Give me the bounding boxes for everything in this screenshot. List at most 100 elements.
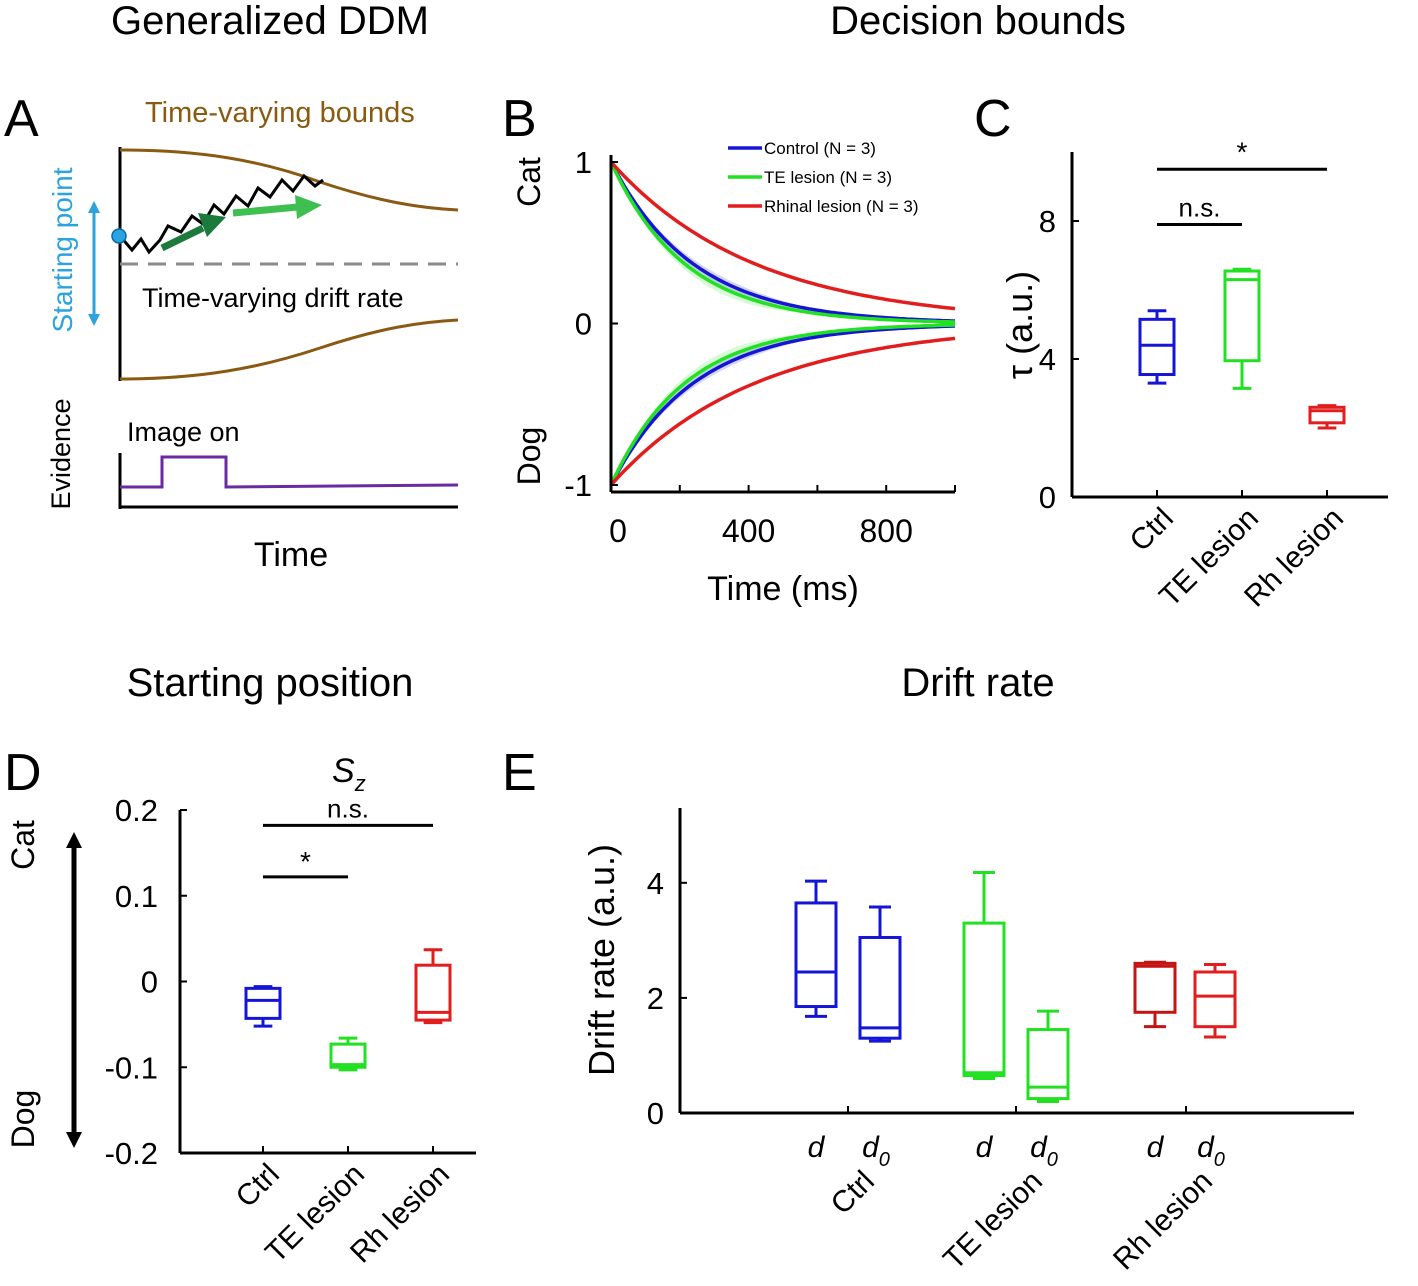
box-c-1 <box>1223 269 1261 363</box>
panel-d-ytick-label-0: -0.2 <box>105 1136 158 1171</box>
panel-e-param-label-3: d0 <box>1030 1131 1058 1171</box>
title-starting-position: Starting position <box>127 661 414 705</box>
panel-b-legend: Control (N = 3) TE lesion (N = 3) Rhinal l… <box>728 139 919 216</box>
panel-d-sig-label-0: n.s. <box>327 793 369 823</box>
image-on-label: Image on <box>127 417 240 447</box>
panel-d-ylabel-cat: Cat <box>5 820 41 870</box>
panel-c-ylabel: τ (a.u.) <box>999 271 1040 379</box>
panel-letter-b: B <box>502 90 537 148</box>
panel-d-ytick-label-2: 0 <box>141 965 158 1000</box>
panel-c-ytick-label-2: 8 <box>1039 204 1056 239</box>
box-c-0 <box>1138 317 1176 377</box>
box-d-0 <box>244 986 282 1020</box>
panel-b-ylabel-cat: Cat <box>511 157 547 207</box>
box-e-4 <box>1133 961 1177 1014</box>
bounds-label: Time-varying bounds <box>145 97 415 129</box>
panel-e-group-label-2: Rh lesion <box>1107 1165 1219 1277</box>
title-decision-bounds: Decision bounds <box>830 0 1126 43</box>
panel-e-param-label-2: d <box>976 1131 994 1164</box>
legend-label-te: TE lesion (N = 3) <box>764 168 892 187</box>
panel-e-group-label-1: TE lesion <box>937 1165 1049 1277</box>
legend-label-ctrl: Control (N = 3) <box>764 139 876 158</box>
panel-e-param-main-1: d <box>862 1131 880 1164</box>
panel-e-param-main-5: d <box>1197 1131 1215 1164</box>
panel-e-param-main-4: d <box>1147 1131 1165 1164</box>
panel-b-ytick-label-0: -1 <box>564 468 592 503</box>
panel-b-xlabel: Time (ms) <box>707 570 859 608</box>
box-e-3 <box>1026 1028 1070 1101</box>
panel-c-sig-label-1: n.s. <box>1179 192 1221 222</box>
panel-c-ytick-label-1: 4 <box>1039 342 1056 377</box>
drift-arrow-light-shaft <box>232 203 299 217</box>
sz-annotation: Sz <box>332 752 366 796</box>
starting-point-label: Starting point <box>47 167 78 332</box>
box-e-2 <box>962 921 1006 1078</box>
panel-b-axes: -1 0 1 0 400 800 <box>564 145 956 549</box>
panel-e-ytick-label-1: 2 <box>647 981 664 1016</box>
curve-te-lower-bound <box>609 323 956 486</box>
drift-arrow-light-head <box>295 195 322 219</box>
panel-e-param-label-5: d0 <box>1197 1131 1225 1171</box>
panel-c-category-0: Ctrl <box>1124 502 1180 558</box>
box-d-1 <box>329 1042 367 1069</box>
drift-arrow-dark-shaft <box>160 224 205 252</box>
box-e-5 <box>1193 970 1237 1029</box>
panel-a-schematic: Starting point Time-varying bounds Time-… <box>46 97 459 574</box>
panel-c-ylabel-text: τ (a.u.) <box>999 271 1040 379</box>
panel-d-sig-label-1: * <box>300 846 311 877</box>
panel-letter-e: E <box>502 744 537 802</box>
evidence-trace <box>118 173 324 255</box>
panel-e-group-label-0: Ctrl <box>825 1165 881 1221</box>
panel-d-category-0: Ctrl <box>230 1158 286 1214</box>
panel-e-param-main-0: d <box>808 1131 826 1164</box>
panel-e-ytick-label-0: 0 <box>647 1096 664 1131</box>
drift-arrow-dark-head <box>198 213 226 237</box>
panel-b-chart: -1 0 1 0 400 800 Control (N = 3) TE lesion (N … <box>511 139 956 608</box>
panel-b-xtick-label-0: 0 <box>609 513 627 549</box>
panel-letter-c: C <box>974 90 1012 148</box>
panel-b-ytick-label-1: 0 <box>575 307 592 342</box>
curve-rh-lower-bound <box>609 336 956 487</box>
panel-c-sig-label-0: * <box>1237 136 1248 167</box>
panel-letter-a: A <box>4 90 39 148</box>
evidence-signal-trace <box>120 455 459 489</box>
box-e-1 <box>858 935 902 1040</box>
panel-d-ytick-label-3: 0.1 <box>115 879 158 914</box>
panel-e-param-label-4: d <box>1147 1131 1165 1164</box>
time-label: Time <box>254 536 328 574</box>
box-e-0 <box>794 901 838 1009</box>
panel-b-xtick-label-2: 800 <box>860 513 913 549</box>
legend-label-rh: Rhinal lesion (N = 3) <box>764 197 919 216</box>
panel-d-ytick-label-4: 0.2 <box>115 793 158 828</box>
panel-letter-d: D <box>4 744 42 802</box>
panel-e-param-label-1: d0 <box>862 1131 890 1171</box>
evidence-label: Evidence <box>46 398 76 509</box>
starting-point-marker <box>111 228 127 244</box>
drift-label: Time-varying drift rate <box>142 283 404 313</box>
lower-bound-curve <box>119 318 459 381</box>
panel-e-param-label-0: d <box>808 1131 826 1164</box>
panel-e-ytick-label-2: 4 <box>647 866 664 901</box>
panel-d-ytick-label-1: -0.1 <box>105 1050 158 1085</box>
sz-annotation-sub: z <box>354 771 366 796</box>
panel-b-ytick-label-2: 1 <box>575 145 592 180</box>
panel-e-param-main-3: d <box>1030 1131 1048 1164</box>
panel-e-param-sub-1: 0 <box>879 1149 890 1171</box>
panel-b-ylabel-dog: Dog <box>511 427 547 486</box>
panel-b-xtick-label-1: 400 <box>722 513 775 549</box>
title-generalized-ddm: Generalized DDM <box>111 0 429 43</box>
panel-d-ylabel-dog: Dog <box>5 1090 41 1149</box>
panel-e-param-sub-5: 0 <box>1214 1149 1225 1171</box>
curve-rh-upper-bound <box>609 160 956 311</box>
box-d-2 <box>414 963 452 1022</box>
upper-bound-curve <box>119 148 459 212</box>
title-drift-rate: Drift rate <box>901 661 1054 705</box>
panel-c-ytick-label-0: 0 <box>1039 480 1056 515</box>
